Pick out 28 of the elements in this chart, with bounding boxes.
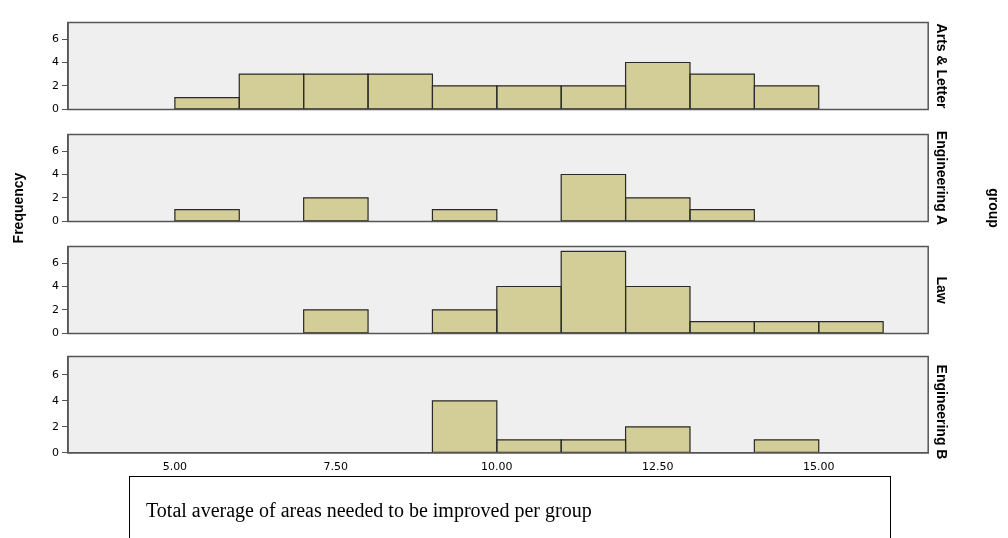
text: Arts & Letter: [933, 23, 950, 109]
x-tick-label: 5.00: [162, 460, 188, 474]
y-tick-label: 6: [52, 143, 59, 157]
x-tick-label: 7.50: [323, 460, 349, 474]
y-tick-label: 2: [52, 78, 59, 92]
y-tick-label: 4: [52, 279, 59, 293]
text: group: [986, 188, 1002, 228]
y-tick-label: 0: [52, 445, 59, 459]
y-tick-label: 2: [52, 419, 59, 433]
y-tick-label: 2: [52, 190, 59, 204]
y-tick-label: 4: [52, 393, 59, 407]
y-tick-label: 0: [52, 102, 59, 116]
y-tick-label: 6: [52, 367, 59, 381]
y-tick-label: 0: [52, 326, 59, 340]
y-tick-label: 6: [52, 31, 59, 45]
y-tick-label: 2: [52, 302, 59, 316]
x-axis-title: Total average of areas needed to be improved per group: [129, 476, 891, 538]
y-tick-label: 4: [52, 167, 59, 181]
y-tick-label: 4: [52, 55, 59, 69]
text: Law: [933, 276, 950, 304]
x-tick-label: 15.00: [802, 460, 835, 474]
x-tick-label: 10.00: [481, 460, 513, 474]
text: Engineering A: [933, 130, 950, 226]
y-tick-label: 6: [52, 255, 59, 269]
y-axis-title: Frequency: [10, 172, 26, 244]
text: Engineering B: [933, 364, 950, 460]
y-tick-label: 0: [52, 214, 59, 228]
x-tick-label: 12.50: [642, 460, 674, 474]
